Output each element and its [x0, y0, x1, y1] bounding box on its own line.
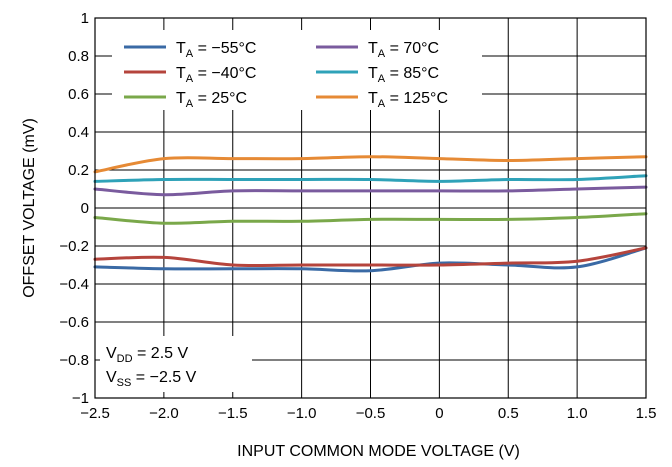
y-tick-label: −0.8 — [59, 352, 89, 369]
series-line-1 — [93, 246, 648, 268]
plot-frame — [94, 17, 647, 399]
y-tick-label: 0.8 — [68, 48, 89, 65]
series-lines — [93, 155, 648, 273]
y-tick-label: 1 — [81, 10, 89, 27]
annotation-line-1: VSS = −2.5 V — [106, 369, 197, 389]
series-line-4 — [93, 174, 648, 183]
y-tick-label: −0.4 — [59, 276, 89, 293]
series-line-2 — [93, 212, 648, 225]
x-tick-label: 0.5 — [498, 405, 519, 422]
legend-entry-1: TA = −40°C — [176, 65, 256, 85]
y-tick-label: 0.2 — [68, 162, 89, 179]
series-line-0 — [93, 246, 648, 273]
x-tick-label: −0.5 — [356, 405, 386, 422]
legend-entry-4: TA = 85°C — [368, 65, 439, 85]
legend: TA = −55°C TA = −40°C TA = 25°C TA = 70°C TA… — [112, 30, 482, 110]
legend-background — [112, 30, 482, 110]
x-tick-label: −1.5 — [218, 405, 248, 422]
legend-entry-2: TA = 25°C — [176, 90, 247, 110]
y-tick-label: 0.4 — [68, 124, 89, 141]
y-axis-title: OFFSET VOLTAGE (mV) — [21, 118, 38, 298]
series-line-5 — [93, 155, 648, 174]
supply-voltage-annotation: VDD = 2.5 V VSS = −2.5 V — [100, 336, 252, 392]
y-tick-label: −0.2 — [59, 238, 89, 255]
y-tick-label: 0 — [81, 200, 89, 217]
x-tick-label: 1.5 — [636, 405, 657, 422]
x-tick-label: 0 — [435, 405, 443, 422]
x-axis-title: INPUT COMMON MODE VOLTAGE (V) — [237, 443, 520, 460]
y-tick-label: 0.6 — [68, 86, 89, 103]
y-tick-labels: −1 −0.8 −0.6 −0.4 −0.2 0 0.2 0.4 0.6 0.8 1 — [59, 10, 89, 407]
y-tick-label: −1 — [72, 390, 89, 407]
legend-entry-3: TA = 70°C — [368, 40, 439, 60]
x-tick-label: −2.0 — [149, 405, 179, 422]
x-tick-label: −2.5 — [80, 405, 110, 422]
legend-entry-5: TA = 125°C — [368, 90, 448, 110]
x-tick-label: −1.0 — [287, 405, 317, 422]
x-tick-labels: −2.5 −2.0 −1.5 −1.0 −0.5 0 0.5 1.0 1.5 — [80, 405, 656, 422]
legend-entry-0: TA = −55°C — [176, 40, 256, 60]
series-line-3 — [93, 185, 648, 197]
y-tick-label: −0.6 — [59, 314, 89, 331]
x-tick-label: 1.0 — [567, 405, 588, 422]
annotation-background — [100, 336, 252, 392]
annotation-line-0: VDD = 2.5 V — [106, 345, 188, 365]
